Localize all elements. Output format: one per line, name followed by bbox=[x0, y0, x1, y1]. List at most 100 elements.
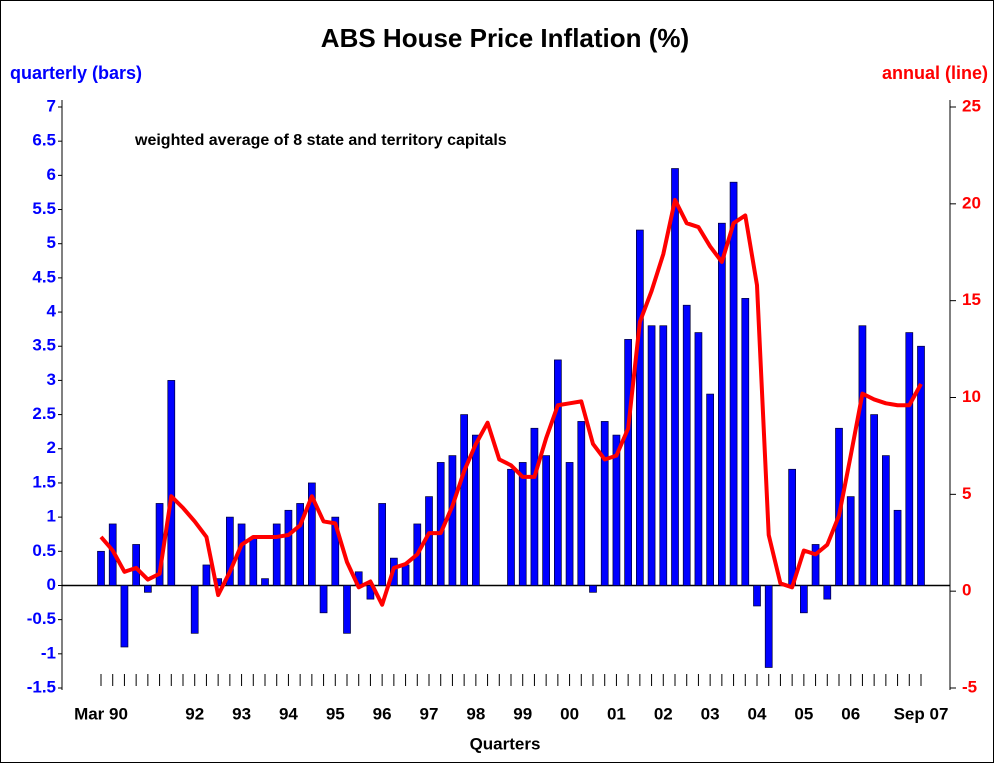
x-tick-label: 02 bbox=[654, 704, 673, 723]
y-tick-label: 1.5 bbox=[32, 472, 56, 491]
y-tick-label: 4.5 bbox=[32, 267, 56, 286]
x-tick-label: 96 bbox=[373, 704, 392, 723]
bar bbox=[823, 585, 832, 600]
bar bbox=[331, 516, 340, 586]
y2-tick-label: 0 bbox=[962, 581, 971, 600]
bar bbox=[589, 585, 597, 593]
bar bbox=[753, 585, 761, 607]
y2-tick-label: -5 bbox=[962, 677, 977, 696]
bar bbox=[319, 585, 328, 614]
bar bbox=[800, 585, 808, 614]
bar bbox=[647, 325, 656, 586]
x-tick-label: 94 bbox=[279, 704, 298, 723]
bar bbox=[507, 468, 515, 586]
y-tick-label: 4 bbox=[47, 302, 57, 321]
bar bbox=[741, 298, 750, 586]
x-tick-label: 93 bbox=[232, 704, 251, 723]
bar bbox=[378, 503, 386, 586]
bar bbox=[296, 503, 304, 586]
y-tick-label: 3 bbox=[47, 370, 56, 389]
y2-axis-label: annual (line) bbox=[882, 63, 988, 83]
x-tick-label: 95 bbox=[326, 704, 345, 723]
bar bbox=[97, 550, 105, 586]
bar bbox=[261, 578, 269, 586]
bar bbox=[858, 325, 867, 586]
y-tick-label: 5.5 bbox=[32, 199, 56, 218]
bar bbox=[518, 462, 527, 586]
y2-tick-label: 20 bbox=[962, 193, 981, 212]
y2-tick-label: 25 bbox=[962, 96, 981, 115]
bar bbox=[272, 523, 281, 586]
bar bbox=[788, 468, 796, 586]
bar bbox=[811, 544, 820, 586]
y-axis-label: quarterly (bars) bbox=[10, 63, 142, 83]
bar bbox=[249, 537, 258, 586]
bar bbox=[448, 455, 457, 586]
bar bbox=[682, 304, 691, 586]
bar bbox=[659, 325, 668, 586]
bar bbox=[554, 359, 562, 586]
bar bbox=[624, 339, 632, 586]
y-tick-label: 3.5 bbox=[32, 336, 56, 355]
bar bbox=[308, 482, 316, 586]
x-tick-label: 05 bbox=[794, 704, 813, 723]
bar bbox=[870, 414, 878, 586]
bar bbox=[190, 585, 199, 634]
bar bbox=[718, 222, 726, 586]
y2-tick-label: 15 bbox=[962, 290, 981, 309]
x-tick-label: 00 bbox=[560, 704, 579, 723]
y-tick-label: 1 bbox=[47, 507, 56, 526]
bar bbox=[401, 564, 410, 586]
chart-title: ABS House Price Inflation (%) bbox=[321, 23, 689, 53]
bar bbox=[882, 455, 890, 586]
bar bbox=[226, 516, 234, 586]
bar bbox=[905, 332, 914, 586]
bar bbox=[472, 434, 480, 586]
bar bbox=[636, 229, 644, 586]
bar bbox=[343, 585, 351, 634]
bar bbox=[132, 544, 140, 586]
y-tick-label: 6.5 bbox=[32, 131, 56, 150]
bar bbox=[764, 585, 773, 668]
bar bbox=[460, 414, 468, 586]
y-tick-label: 7 bbox=[47, 96, 56, 115]
x-tick-label: 98 bbox=[466, 704, 485, 723]
bar bbox=[893, 509, 902, 586]
x-tick-label: 01 bbox=[607, 704, 626, 723]
x-tick-label: 99 bbox=[513, 704, 532, 723]
y-tick-label: 0 bbox=[47, 575, 56, 594]
bar bbox=[706, 393, 714, 586]
bar bbox=[729, 181, 738, 586]
bar bbox=[917, 345, 925, 586]
y-tick-label: 2.5 bbox=[32, 404, 56, 423]
bar bbox=[202, 564, 211, 586]
bar bbox=[284, 509, 293, 586]
bar bbox=[120, 585, 129, 648]
line bbox=[99, 197, 923, 607]
bar bbox=[577, 421, 586, 586]
y-tick-label: 0.5 bbox=[32, 541, 56, 560]
bar bbox=[671, 168, 679, 586]
bar bbox=[144, 585, 152, 593]
x-tick-label: Sep 07 bbox=[894, 704, 949, 723]
annotation: weighted average of 8 state and territor… bbox=[134, 132, 507, 149]
y-tick-label: 6 bbox=[47, 165, 56, 184]
y2-tick-label: 5 bbox=[962, 484, 971, 503]
x-tick-label: 04 bbox=[748, 704, 767, 723]
x-axis-label: Quarters bbox=[470, 734, 541, 753]
y-tick-label: 5 bbox=[47, 233, 56, 252]
x-tick-label: 92 bbox=[185, 704, 204, 723]
x-tick-label: 03 bbox=[701, 704, 720, 723]
bar bbox=[612, 434, 621, 586]
x-tick-label: 97 bbox=[420, 704, 439, 723]
bar bbox=[846, 496, 855, 586]
bar bbox=[167, 380, 176, 586]
y-tick-label: 2 bbox=[47, 438, 56, 457]
y2-tick-label: 10 bbox=[962, 387, 981, 406]
bar bbox=[542, 455, 550, 586]
y-tick-label: -1 bbox=[41, 643, 56, 662]
x-tick-label: Mar 90 bbox=[74, 704, 128, 723]
y-tick-label: -1.5 bbox=[27, 677, 56, 696]
